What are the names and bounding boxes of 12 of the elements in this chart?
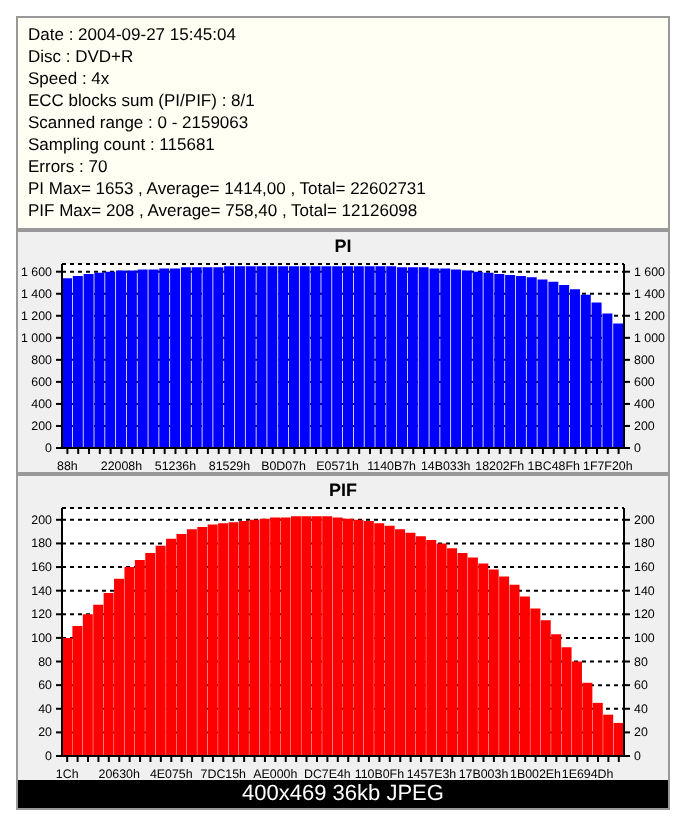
- text: PI Max= 1653 , Average= 1414,00 , Total= 22602731: [28, 178, 428, 200]
- text: Disc : DVD+R: [28, 46, 136, 68]
- text: Sampling count : 115681: [28, 134, 217, 156]
- text: ECC blocks sum (PI/PIF) : 8/1: [28, 90, 257, 112]
- chart-title: PI: [332, 234, 354, 256]
- text: Speed : 4x: [28, 68, 112, 90]
- text: Scanned range : 0 - 2159063: [28, 112, 251, 134]
- chart-title: PIF: [326, 478, 359, 500]
- text: Date : 2004-09-27 15:45:04: [28, 24, 238, 46]
- text: PIF Max= 208 , Average= 758,40 , Total= 12126098: [28, 200, 420, 222]
- text: 400x469 36kb JPEG: [18, 780, 668, 808]
- text: Errors : 70: [28, 156, 110, 178]
